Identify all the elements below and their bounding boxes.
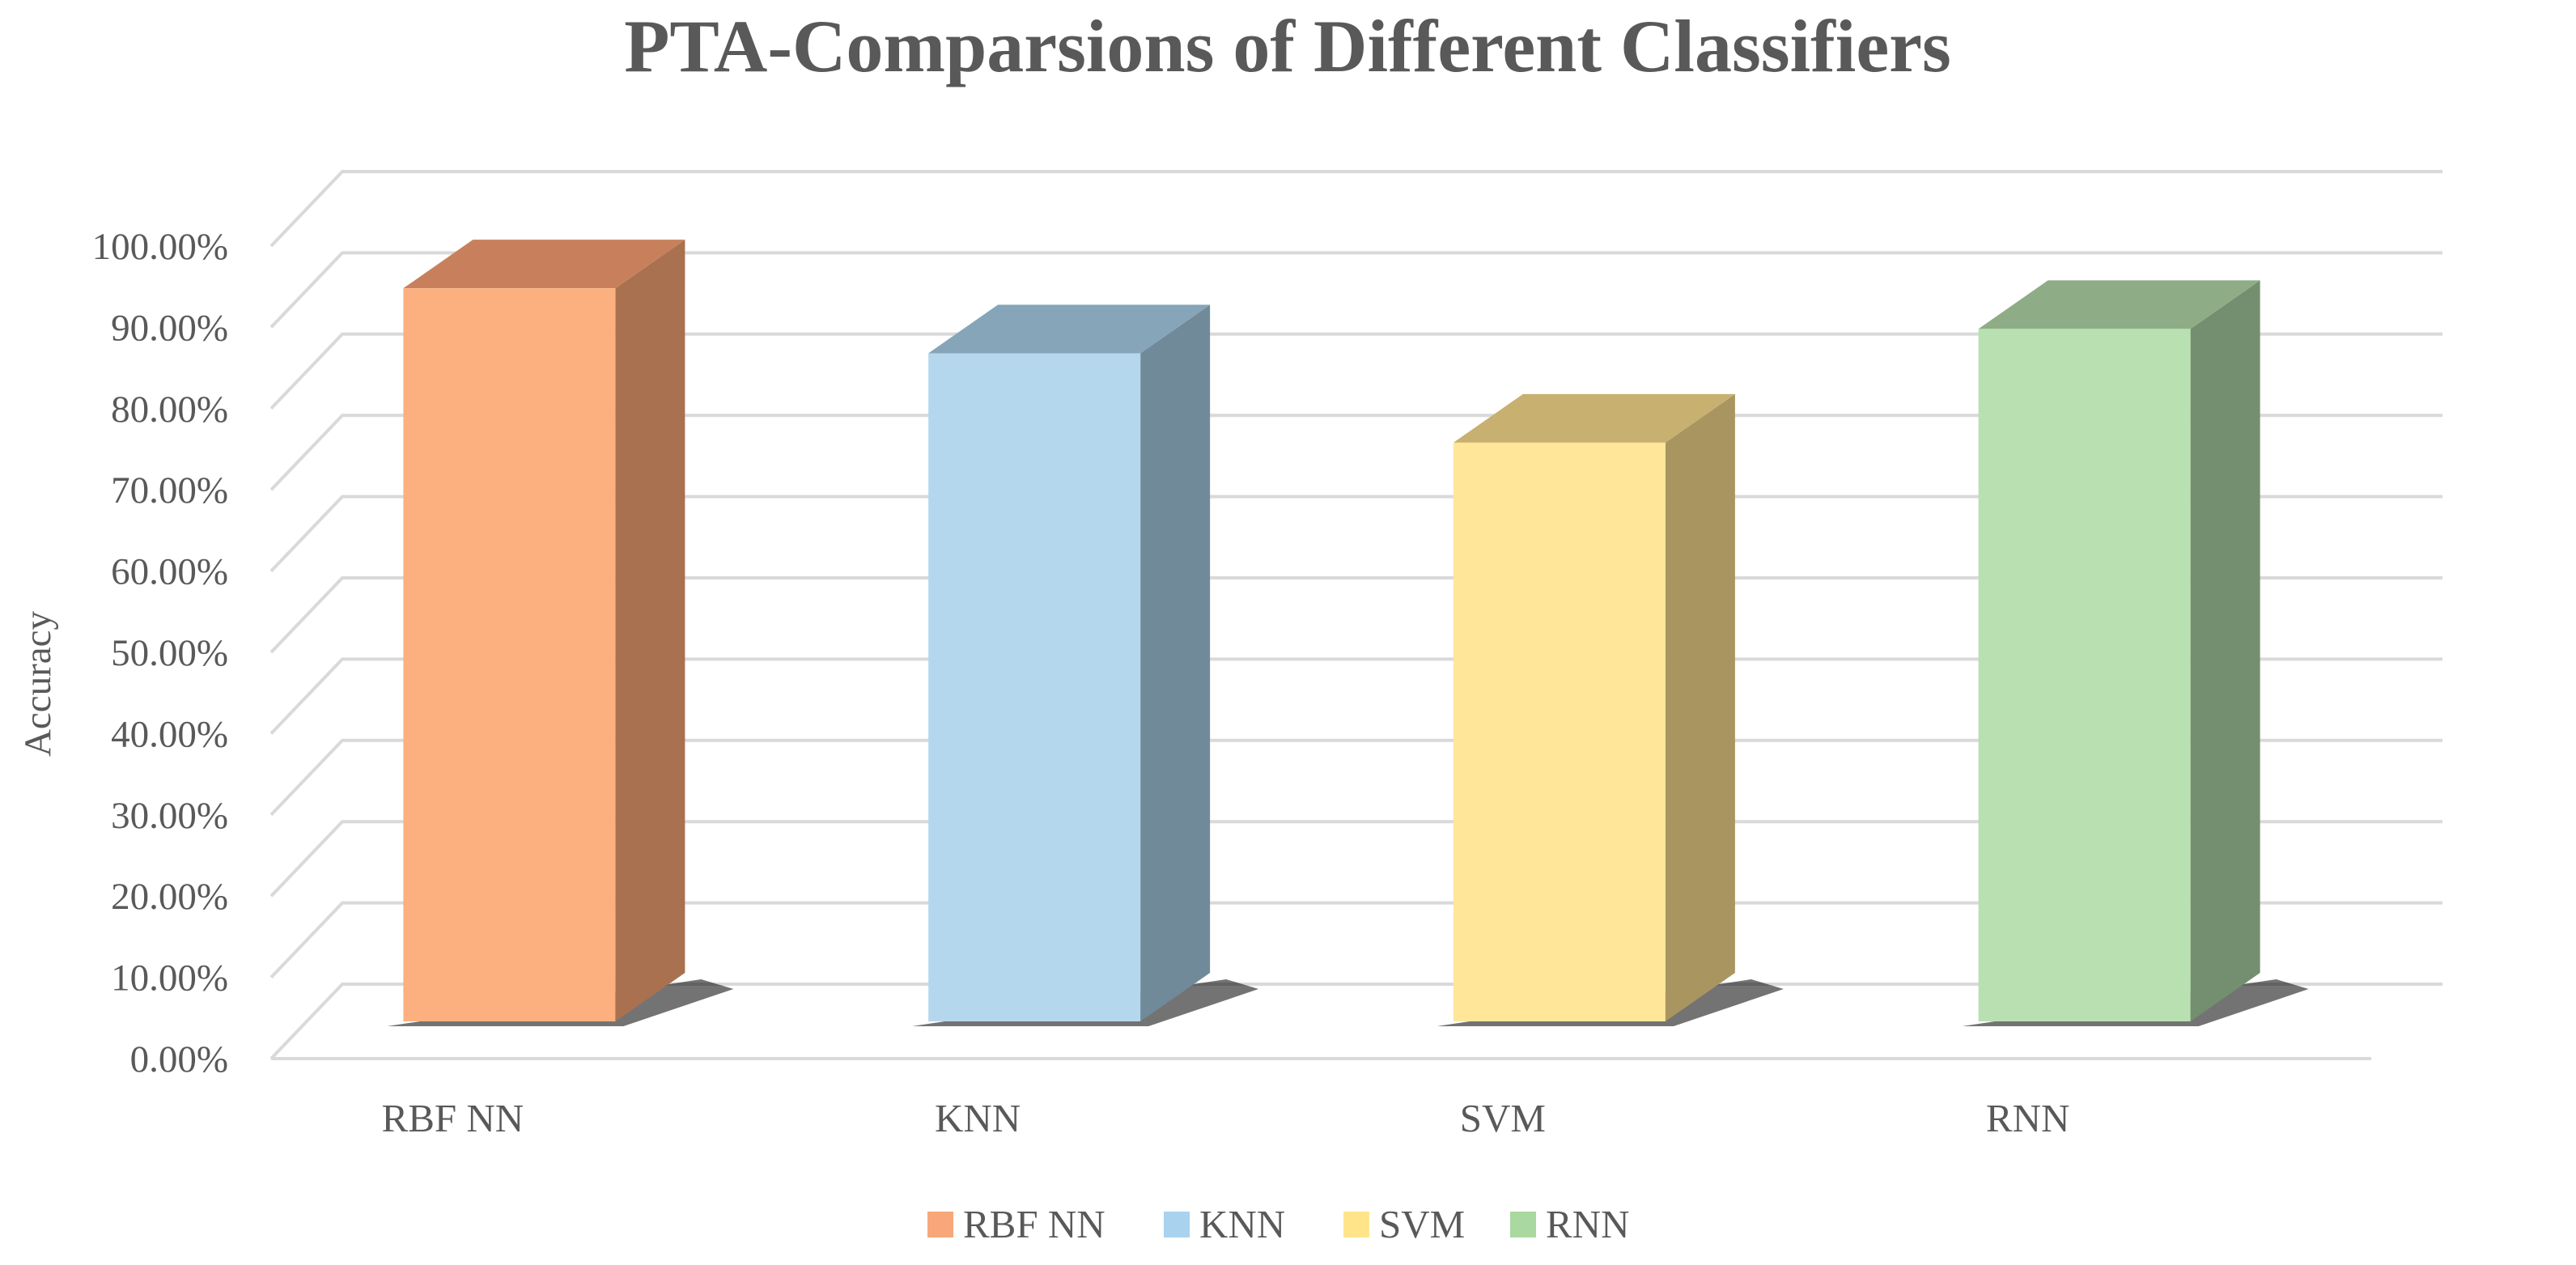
y-tick-label: 40.00% (111, 713, 228, 755)
y-tick-label: 80.00% (111, 388, 228, 431)
y-tick-label: 70.00% (111, 469, 228, 512)
x-tick-label: RNN (1986, 1096, 2069, 1140)
bar-knn (912, 304, 1259, 1026)
bar-top (928, 304, 1211, 354)
x-tick-label: RBF NN (382, 1096, 524, 1140)
legend-label: RBF NN (963, 1202, 1106, 1246)
x-axis-labels: RBF NN KNN SVM RNN (382, 1096, 2070, 1140)
legend-swatch (1510, 1212, 1536, 1237)
bars (387, 240, 2309, 1026)
legend-swatch (927, 1212, 953, 1237)
bar-side (615, 240, 685, 1021)
legend-swatch (1164, 1212, 1190, 1237)
y-axis-ticks: 0.00% 10.00% 20.00% 30.00% 40.00% 50.00% 60.00… (92, 226, 228, 1080)
bar-side (1665, 393, 1735, 1021)
bar-front (1453, 442, 1666, 1021)
legend-label: RNN (1546, 1202, 1629, 1246)
bar-front (1978, 329, 2191, 1021)
y-tick-label: 0.00% (130, 1038, 228, 1080)
legend-item: RBF NN (927, 1202, 1106, 1246)
legend-item: SVM (1343, 1202, 1465, 1246)
y-tick-label: 100.00% (92, 226, 228, 268)
bar-top (403, 240, 685, 289)
chart-title: PTA-Comparsions of Different Classifiers (624, 5, 1951, 87)
y-tick-label: 60.00% (111, 551, 228, 593)
legend-label: KNN (1199, 1202, 1285, 1246)
gridline (269, 251, 2442, 329)
bar-front (403, 288, 616, 1021)
gridline (269, 332, 2442, 410)
y-tick-label: 20.00% (111, 876, 228, 918)
x-tick-label: KNN (935, 1096, 1021, 1140)
bar-front (928, 353, 1141, 1022)
bar-side (2190, 280, 2260, 1021)
bar-side (1140, 304, 1211, 1022)
legend: RBF NN KNN SVM RNN (927, 1202, 1629, 1246)
y-tick-label: 10.00% (111, 957, 228, 1000)
legend-item: KNN (1164, 1202, 1285, 1246)
x-tick-label: SVM (1460, 1096, 1546, 1140)
y-tick-label: 30.00% (111, 795, 228, 837)
bar-svm (1437, 393, 1784, 1026)
bar-top (1978, 280, 2260, 329)
gridline (269, 414, 2442, 491)
gridline (269, 576, 2442, 654)
legend-label: SVM (1379, 1202, 1465, 1246)
y-axis-title: Accuracy (17, 610, 59, 757)
bar-rbf-nn (387, 240, 734, 1026)
bar-rnn (1962, 280, 2309, 1026)
gridline (269, 170, 2442, 248)
legend-item: RNN (1510, 1202, 1629, 1246)
y-tick-label: 90.00% (111, 307, 228, 349)
bar-top (1453, 393, 1735, 443)
gridlines (269, 170, 2442, 1060)
gridline (269, 820, 2442, 898)
legend-swatch (1343, 1212, 1369, 1237)
y-tick-label: 50.00% (111, 632, 228, 674)
gridline (269, 495, 2442, 572)
gridline (269, 657, 2442, 735)
gridline (269, 901, 2442, 978)
gridline (269, 738, 2442, 817)
